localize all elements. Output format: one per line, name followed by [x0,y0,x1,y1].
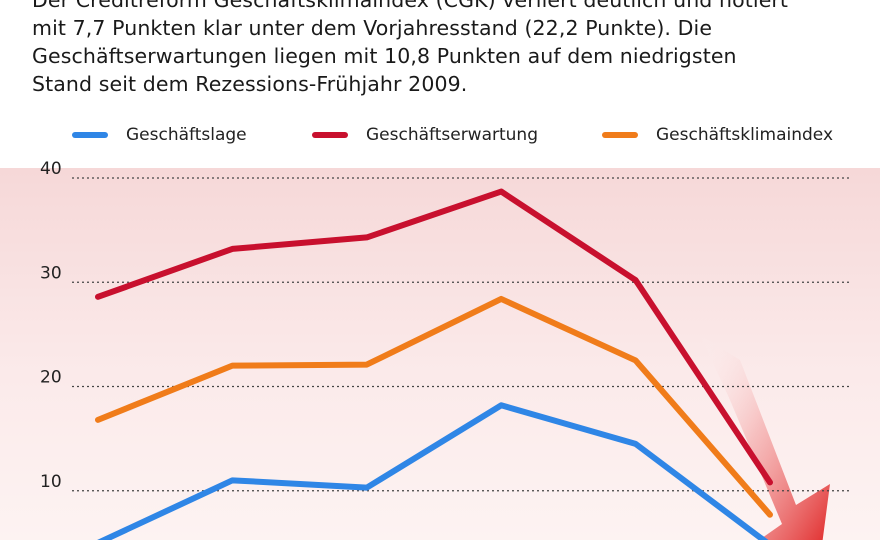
legend-label: Geschäftslage [126,125,247,145]
intro-text: Der Creditreform Geschäftsklimaindex (CG… [32,0,872,98]
intro-line: Stand seit dem Rezessions-Frühjahr 2009. [32,72,468,96]
y-tick-label: 30 [40,263,62,283]
y-tick-label: 20 [40,368,62,388]
intro-line: Geschäftserwartungen liegen mit 10,8 Pun… [32,44,737,68]
legend-label: Geschäftsklimaindex [656,125,834,145]
intro-line: mit 7,7 Punkten klar unter dem Vorjahres… [32,16,713,40]
legend-swatch [312,132,348,138]
y-tick-label: 40 [40,159,62,179]
series-line-geschaeftsklimaindex [95,295,773,518]
series-line-geschaeftslage [97,402,769,540]
legend-item-geschaeftserwartung: Geschäftserwartung [312,125,538,145]
legend-label: Geschäftserwartung [366,125,539,145]
legend-item-geschaeftsklimaindex: Geschäftsklimaindex [602,125,833,145]
legend-swatch [602,132,638,138]
series-line-geschaeftserwartung [95,188,773,486]
legend-item-geschaeftslage: Geschäftslage [72,125,247,145]
chart-legend: Geschäftslage Geschäftserwartung Geschäf… [0,125,880,155]
intro-line: Der Creditreform Geschäftsklimaindex (CG… [32,0,789,12]
plot-background [0,168,880,540]
legend-swatch [72,132,108,138]
y-tick-label: 10 [40,472,62,492]
